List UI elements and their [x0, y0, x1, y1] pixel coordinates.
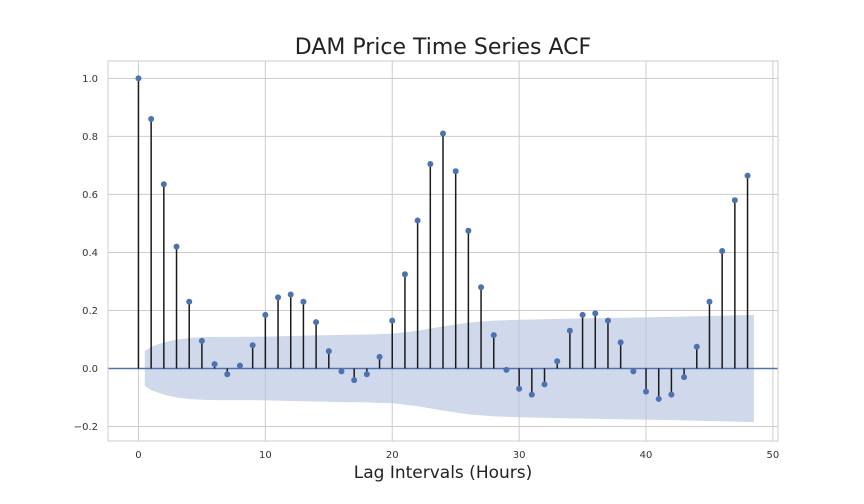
- acf-point: [236, 362, 243, 369]
- acf-point: [351, 377, 358, 384]
- acf-point: [338, 368, 345, 375]
- acf-point: [528, 391, 535, 398]
- acf-point: [655, 395, 662, 402]
- plot-frame: [107, 60, 779, 442]
- acf-point: [440, 130, 446, 137]
- acf-point: [643, 388, 650, 395]
- x-tick-label: 0: [135, 450, 141, 461]
- acf-point: [706, 298, 713, 305]
- acf-point: [617, 339, 624, 346]
- acf-point: [249, 342, 256, 349]
- acf-point: [630, 368, 637, 375]
- x-tick-label: 50: [767, 450, 780, 461]
- y-tick-label: 1.0: [82, 74, 98, 85]
- acf-point: [427, 160, 434, 167]
- acf-point: [148, 116, 155, 123]
- acf-point: [300, 298, 307, 305]
- acf-point: [275, 294, 282, 301]
- acf-point: [224, 371, 231, 378]
- stem-layer: [137, 78, 749, 399]
- acf-point: [376, 353, 383, 360]
- x-tick-label: 40: [640, 450, 653, 461]
- y-tick-label: 0.0: [82, 364, 98, 375]
- acf-point: [135, 75, 142, 82]
- y-tick-label: 0.2: [82, 306, 98, 317]
- acf-point: [579, 311, 586, 318]
- marker-layer: [135, 75, 751, 402]
- acf-point: [554, 358, 561, 365]
- acf-point: [262, 311, 269, 318]
- acf-point: [744, 172, 751, 179]
- x-axis-label: Lag Intervals (Hours): [354, 463, 533, 483]
- tick-label-layer: 0 10 20 30 40 50 −0.2 0.0 0.2 0.4 0.6 0.8 1.0: [74, 74, 780, 461]
- y-tick-label: 0.4: [82, 248, 98, 259]
- y-tick-label: 0.6: [82, 190, 98, 201]
- acf-point: [401, 271, 408, 278]
- acf-point: [211, 361, 218, 368]
- acf-point: [592, 310, 599, 317]
- acf-point: [186, 298, 193, 305]
- acf-point: [681, 374, 688, 381]
- acf-point: [389, 317, 396, 324]
- acf-point: [693, 343, 700, 350]
- acf-point: [490, 332, 497, 339]
- acf-point: [719, 248, 726, 254]
- acf-point: [313, 319, 320, 326]
- acf-point: [566, 327, 573, 334]
- acf-point: [287, 291, 294, 298]
- acf-point: [478, 284, 485, 291]
- x-tick-label: 30: [513, 450, 526, 461]
- acf-point: [503, 366, 510, 373]
- y-tick-label: −0.2: [74, 422, 98, 433]
- acf-point: [541, 381, 548, 388]
- y-tick-label: 0.8: [82, 132, 98, 143]
- acf-point: [173, 243, 180, 250]
- acf-point: [465, 227, 472, 234]
- acf-point: [668, 391, 675, 398]
- acf-point: [731, 197, 738, 204]
- acf-point: [325, 348, 332, 355]
- x-tick-label: 20: [386, 450, 399, 461]
- chart-title: DAM Price Time Series ACF: [295, 35, 591, 60]
- acf-point: [198, 337, 205, 344]
- acf-point: [516, 385, 523, 392]
- x-tick-label: 10: [259, 450, 272, 461]
- acf-point: [363, 371, 370, 378]
- acf-point: [452, 168, 459, 175]
- acf-point: [604, 317, 611, 324]
- acf-point: [160, 181, 167, 188]
- acf-point: [414, 217, 421, 224]
